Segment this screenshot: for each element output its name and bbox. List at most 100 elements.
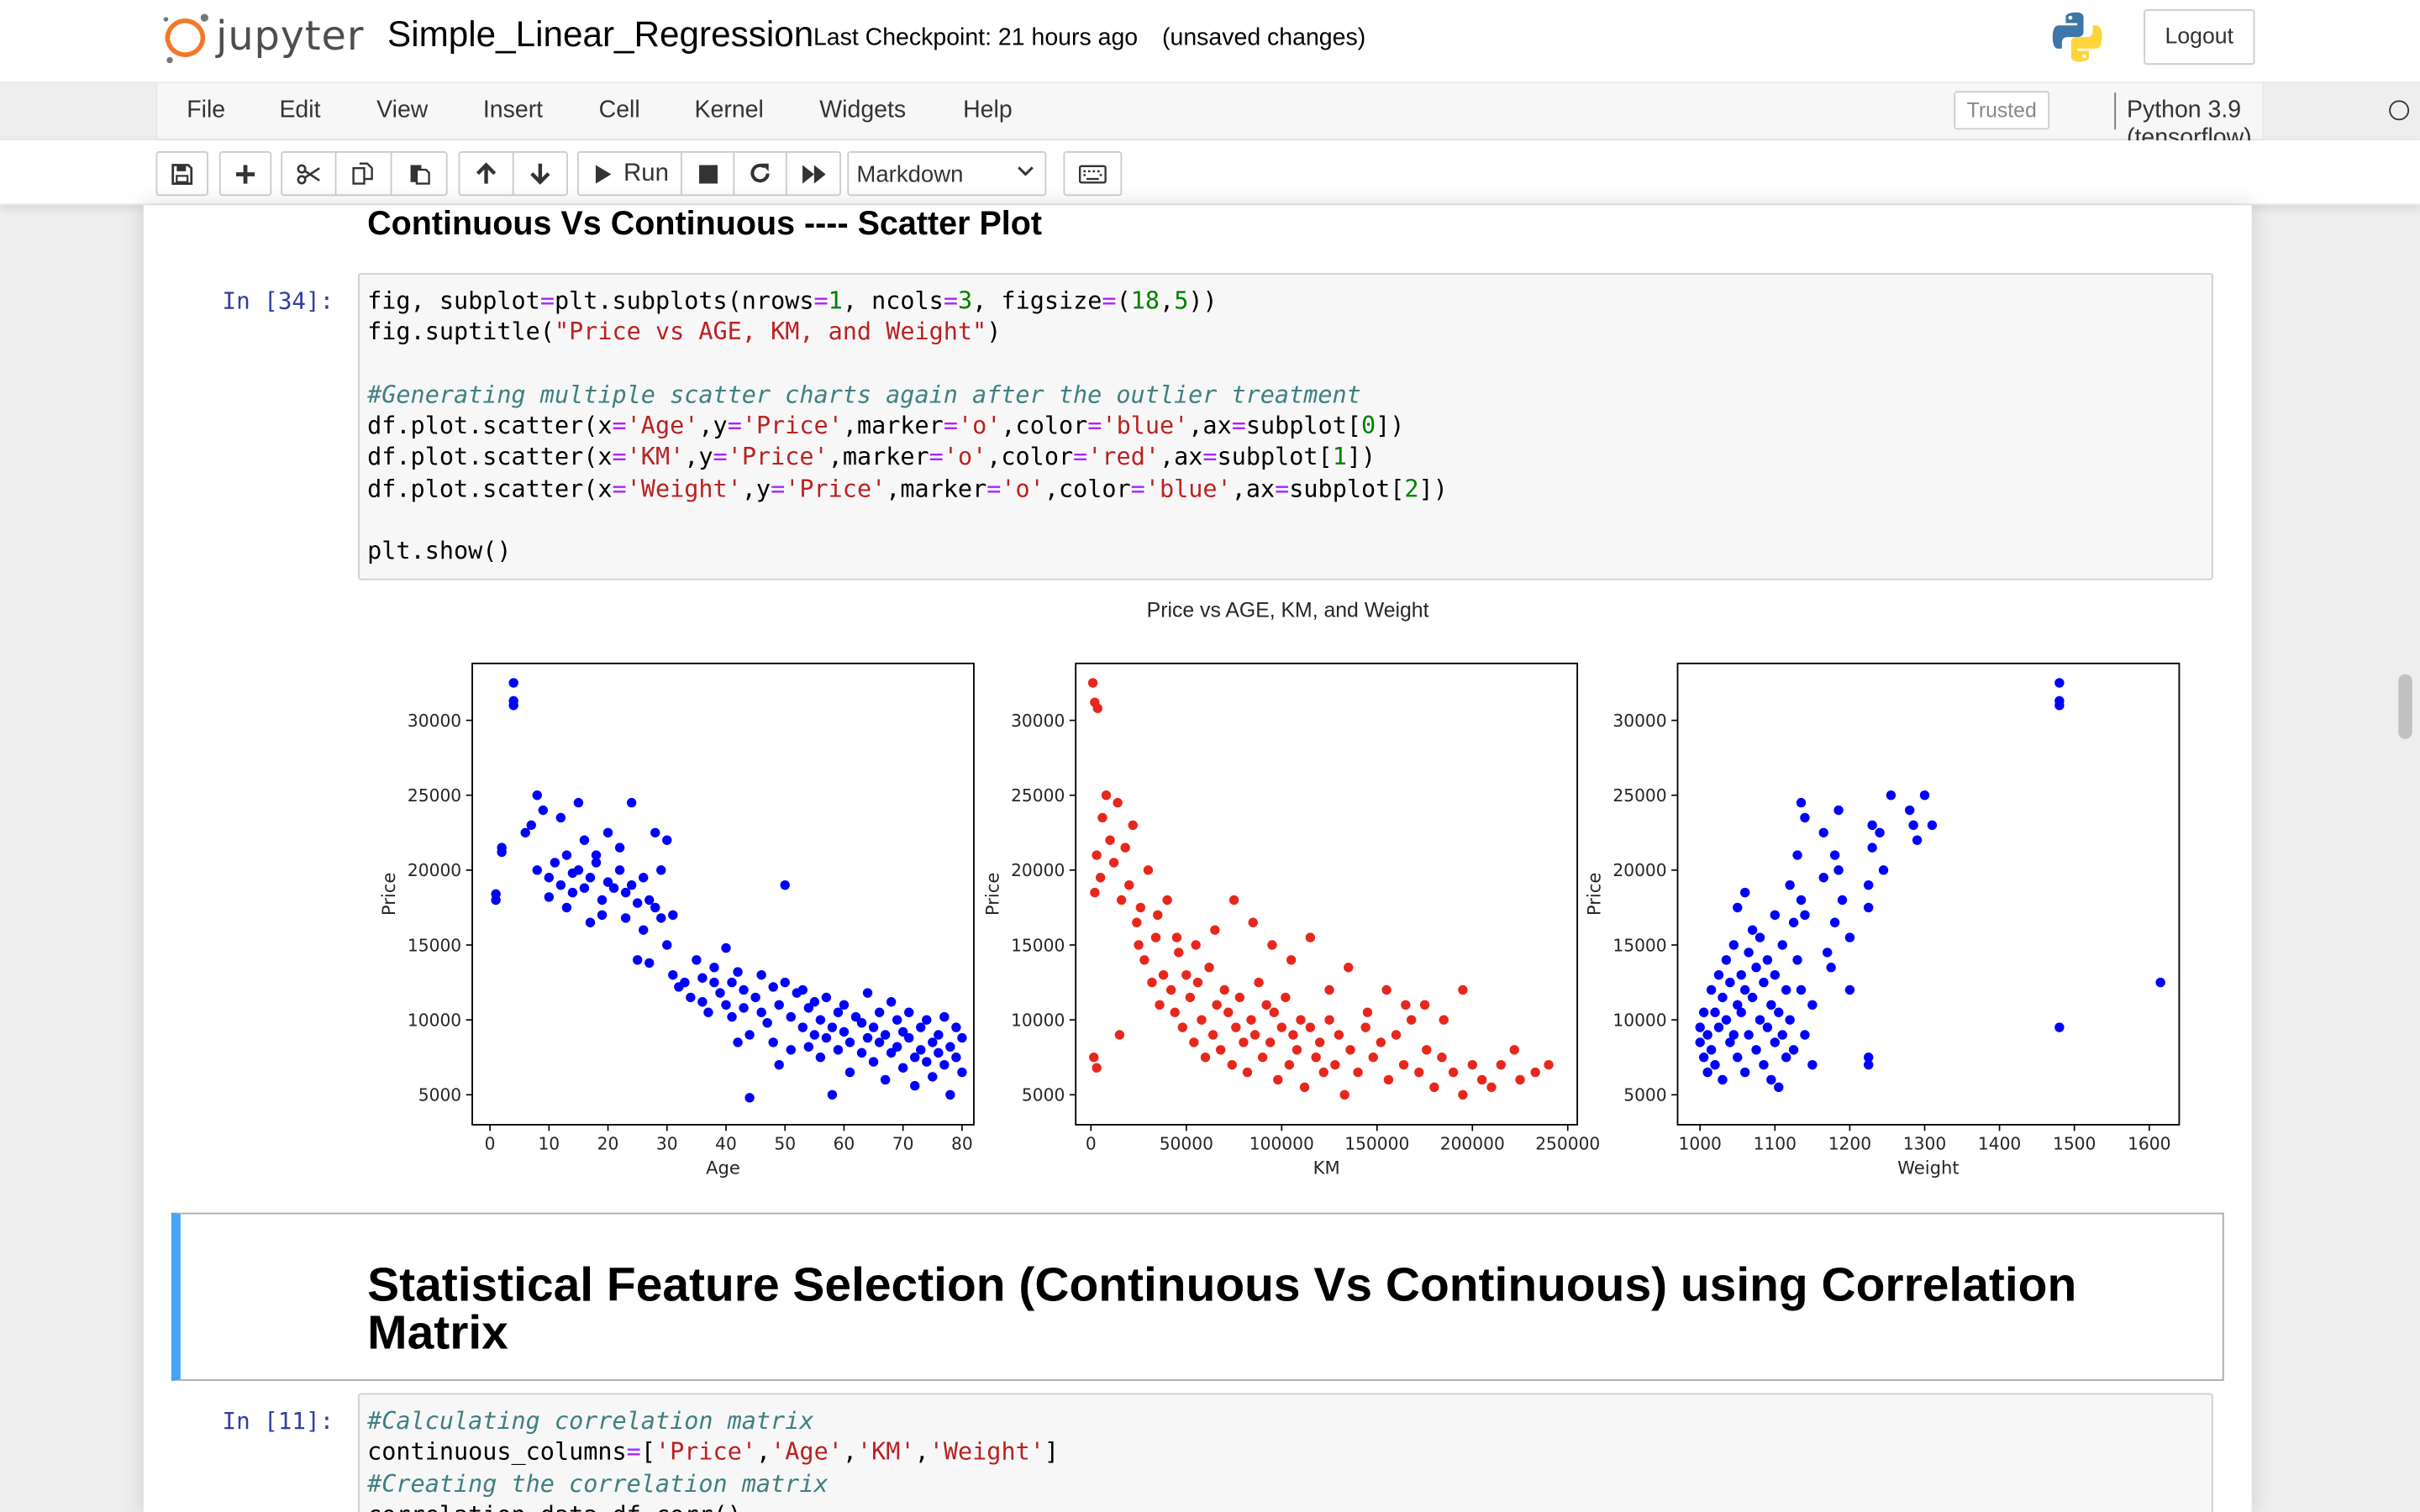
- data-point: [1128, 820, 1138, 831]
- menu-cell[interactable]: Cell: [598, 97, 640, 123]
- move-down-button[interactable]: [512, 150, 568, 197]
- data-point: [1762, 1022, 1773, 1032]
- play-icon: [595, 164, 612, 183]
- unsaved-indicator: (unsaved changes): [1162, 24, 1366, 51]
- data-point: [1829, 850, 1840, 860]
- data-point: [1844, 932, 1855, 942]
- data-point: [1296, 1015, 1306, 1025]
- data-point: [1739, 887, 1750, 898]
- menu-view[interactable]: View: [376, 97, 429, 123]
- command-palette-button[interactable]: [1063, 150, 1123, 197]
- x-tick-label: 250000: [1535, 1133, 1600, 1153]
- data-point: [1284, 1059, 1295, 1070]
- data-point: [1792, 850, 1802, 860]
- data-point: [1330, 1059, 1340, 1070]
- data-point: [668, 969, 678, 980]
- data-point: [1706, 984, 1717, 995]
- x-tick-label: 10: [538, 1133, 560, 1153]
- data-point: [1207, 1030, 1218, 1040]
- save-button[interactable]: [155, 150, 208, 197]
- restart-icon: [750, 163, 770, 183]
- data-point: [1867, 820, 1877, 831]
- data-point: [1833, 865, 1844, 875]
- markdown-heading: Statistical Feature Selection (Continuou…: [367, 1257, 2077, 1360]
- data-point: [1147, 977, 1157, 988]
- jupyter-logo[interactable]: jupyter: [160, 11, 364, 64]
- data-point: [733, 967, 743, 977]
- data-point: [1174, 948, 1184, 958]
- data-point: [1414, 1067, 1424, 1078]
- paste-button[interactable]: [390, 150, 448, 197]
- code-cell-editor[interactable]: fig, subplot=plt.subplots(nrows=1, ncols…: [358, 273, 2213, 580]
- data-point: [1089, 1053, 1099, 1063]
- notebook-name[interactable]: Simple_Linear_Regression: [387, 13, 814, 55]
- x-tick-label: 50000: [1160, 1133, 1213, 1153]
- data-point: [1353, 1067, 1363, 1078]
- data-point: [1227, 1059, 1237, 1070]
- data-point: [1458, 984, 1468, 995]
- copy-button[interactable]: [334, 150, 392, 197]
- data-point: [1439, 1015, 1449, 1025]
- data-point: [644, 895, 655, 906]
- trusted-indicator[interactable]: Trusted: [1954, 91, 2050, 130]
- data-point: [780, 879, 790, 890]
- data-point: [1770, 1037, 1781, 1047]
- data-point: [538, 805, 548, 816]
- cell-type-select[interactable]: Markdown: [847, 150, 1047, 197]
- data-point: [1759, 1059, 1769, 1070]
- data-point: [1101, 790, 1112, 801]
- data-point: [839, 1000, 850, 1011]
- x-tick-label: 70: [892, 1133, 914, 1153]
- y-tick-label: 30000: [408, 711, 461, 731]
- restart-button[interactable]: [733, 150, 787, 197]
- cut-button[interactable]: [281, 150, 337, 197]
- data-point: [1718, 1074, 1728, 1085]
- data-point: [1725, 977, 1735, 988]
- data-point: [602, 827, 613, 837]
- menu-help[interactable]: Help: [963, 97, 1013, 123]
- menu-insert[interactable]: Insert: [482, 97, 544, 123]
- x-axis-label: Age: [706, 1158, 740, 1179]
- scrollbar-thumb[interactable]: [2398, 674, 2412, 739]
- data-point: [1796, 895, 1807, 906]
- data-point: [491, 889, 501, 900]
- data-point: [1150, 932, 1161, 942]
- restart-run-all-button[interactable]: [785, 150, 842, 197]
- data-point: [951, 1022, 961, 1032]
- data-point: [1113, 797, 1123, 808]
- code-line: [367, 348, 1448, 379]
- insert-cell-button[interactable]: [218, 150, 272, 197]
- data-point: [821, 992, 832, 1003]
- run-button[interactable]: Run: [576, 150, 682, 197]
- menu-widgets[interactable]: Widgets: [819, 97, 907, 123]
- menu-edit[interactable]: Edit: [279, 97, 321, 123]
- scatter-plots-figure: 0 10 20 30 40 50 60 70 8050001000015000200002500…: [378, 662, 2181, 1179]
- y-tick-label: 25000: [408, 785, 461, 806]
- data-point: [1265, 1037, 1276, 1047]
- markdown-cell[interactable]: Statistical Feature Selection (Continuou…: [171, 1212, 2224, 1381]
- data-point: [1092, 703, 1102, 713]
- data-point: [626, 879, 637, 890]
- data-point: [945, 1042, 955, 1052]
- data-point: [1713, 1022, 1724, 1032]
- x-tick-label: 1500: [2053, 1133, 2096, 1153]
- logout-button[interactable]: Logout: [2144, 9, 2255, 66]
- interrupt-button[interactable]: [680, 150, 735, 197]
- data-point: [1800, 1030, 1810, 1040]
- data-point: [897, 1063, 908, 1073]
- code-cell-editor[interactable]: #Calculating correlation matrix continuou…: [358, 1393, 2213, 1512]
- data-point: [555, 812, 566, 823]
- data-point: [1751, 963, 1761, 973]
- y-tick-label: 15000: [1612, 935, 1666, 955]
- data-point: [1702, 1067, 1712, 1078]
- data-point: [1695, 1037, 1705, 1047]
- menu-file[interactable]: File: [187, 97, 226, 123]
- kernel-name[interactable]: Python 3.9 (tensorflow): [2126, 97, 2252, 151]
- data-point: [1360, 1022, 1370, 1032]
- data-point: [886, 997, 897, 1007]
- move-up-button[interactable]: [458, 150, 514, 197]
- data-point: [650, 902, 660, 913]
- data-point: [1114, 1030, 1125, 1040]
- menu-kernel[interactable]: Kernel: [694, 97, 764, 123]
- data-point: [1747, 992, 1758, 1003]
